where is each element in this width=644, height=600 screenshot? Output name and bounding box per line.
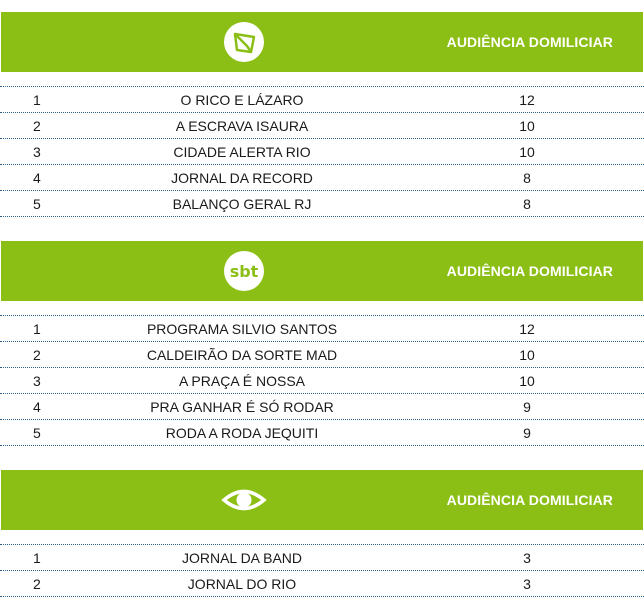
rank-cell: 4 bbox=[33, 399, 41, 415]
ranking-table: 1 JORNAL DA BAND 3 2 JORNAL DO RIO 3 bbox=[0, 544, 644, 597]
rank-cell: 2 bbox=[33, 347, 41, 363]
rank-cell: 3 bbox=[33, 373, 41, 389]
table-row: 1 JORNAL DA BAND 3 bbox=[0, 545, 644, 571]
sbt-logo-text: sbt bbox=[230, 262, 259, 281]
audience-cell: 12 bbox=[519, 321, 535, 337]
rank-cell: 1 bbox=[33, 92, 41, 108]
rank-cell: 4 bbox=[33, 170, 41, 186]
audience-cell: 10 bbox=[519, 373, 535, 389]
program-cell: CALDEIRÃO DA SORTE MAD bbox=[146, 347, 338, 363]
table-row: 4 PRA GANHAR É SÓ RODAR 9 bbox=[0, 394, 644, 420]
rank-cell: 1 bbox=[33, 321, 41, 337]
table-row: 2 A ESCRAVA ISAURA 10 bbox=[0, 113, 644, 139]
table-row: 5 BALANÇO GERAL RJ 8 bbox=[0, 191, 644, 217]
rank-cell: 5 bbox=[33, 196, 41, 212]
table-row: 1 O RICO E LÁZARO 12 bbox=[0, 87, 644, 113]
audience-cell: 9 bbox=[523, 425, 531, 441]
table-row: 1 PROGRAMA SILVIO SANTOS 12 bbox=[0, 316, 644, 342]
audience-cell: 3 bbox=[523, 550, 531, 566]
band-eye-logo-icon bbox=[221, 489, 267, 511]
record-tv-logo-icon bbox=[224, 22, 264, 62]
audience-header-label: AUDIÊNCIA DOMILICIAR bbox=[446, 34, 613, 50]
rank-cell: 1 bbox=[33, 550, 41, 566]
program-cell: JORNAL DA BAND bbox=[181, 550, 303, 566]
band-header: AUDIÊNCIA DOMILICIAR bbox=[1, 470, 643, 530]
ranking-table: 1 O RICO E LÁZARO 12 2 A ESCRAVA ISAURA … bbox=[0, 86, 644, 217]
audience-cell: 12 bbox=[519, 92, 535, 108]
record-ranking-section: AUDIÊNCIA DOMILICIAR 1 O RICO E LÁZARO 1… bbox=[0, 12, 644, 217]
rank-cell: 2 bbox=[33, 118, 41, 134]
sbt-header: sbt AUDIÊNCIA DOMILICIAR bbox=[1, 241, 643, 301]
sbt-logo-icon: sbt bbox=[224, 251, 264, 291]
audience-cell: 3 bbox=[523, 576, 531, 592]
audience-cell: 10 bbox=[519, 118, 535, 134]
table-row: 3 A PRAÇA É NOSSA 10 bbox=[0, 368, 644, 394]
band-ranking-section: AUDIÊNCIA DOMILICIAR 1 JORNAL DA BAND 3 … bbox=[0, 470, 644, 597]
program-cell: JORNAL DA RECORD bbox=[171, 170, 313, 186]
audience-cell: 8 bbox=[523, 196, 531, 212]
program-cell: O RICO E LÁZARO bbox=[180, 92, 304, 108]
rank-cell: 5 bbox=[33, 425, 41, 441]
audience-cell: 8 bbox=[523, 170, 531, 186]
program-cell: JORNAL DO RIO bbox=[187, 576, 297, 592]
program-cell: RODA A RODA JEQUITI bbox=[165, 425, 319, 441]
audience-cell: 10 bbox=[519, 144, 535, 160]
program-cell: A PRAÇA É NOSSA bbox=[178, 373, 306, 389]
rank-cell: 2 bbox=[33, 576, 41, 592]
ranking-table: 1 PROGRAMA SILVIO SANTOS 12 2 CALDEIRÃO … bbox=[0, 315, 644, 446]
sbt-ranking-section: sbt AUDIÊNCIA DOMILICIAR 1 PROGRAMA SILV… bbox=[0, 241, 644, 446]
audience-cell: 10 bbox=[519, 347, 535, 363]
audience-header-label: AUDIÊNCIA DOMILICIAR bbox=[446, 263, 613, 279]
rank-cell: 3 bbox=[33, 144, 41, 160]
program-cell: A ESCRAVA ISAURA bbox=[175, 118, 309, 134]
table-row: 3 CIDADE ALERTA RIO 10 bbox=[0, 139, 644, 165]
program-cell: BALANÇO GERAL RJ bbox=[172, 196, 312, 212]
program-cell: PRA GANHAR É SÓ RODAR bbox=[150, 399, 334, 415]
table-row: 5 RODA A RODA JEQUITI 9 bbox=[0, 420, 644, 446]
audience-header-label: AUDIÊNCIA DOMILICIAR bbox=[446, 492, 613, 508]
program-cell: CIDADE ALERTA RIO bbox=[173, 144, 311, 160]
table-row: 2 CALDEIRÃO DA SORTE MAD 10 bbox=[0, 342, 644, 368]
audience-cell: 9 bbox=[523, 399, 531, 415]
table-row: 2 JORNAL DO RIO 3 bbox=[0, 571, 644, 597]
table-row: 4 JORNAL DA RECORD 8 bbox=[0, 165, 644, 191]
program-cell: PROGRAMA SILVIO SANTOS bbox=[146, 321, 338, 337]
record-header: AUDIÊNCIA DOMILICIAR bbox=[1, 12, 643, 72]
